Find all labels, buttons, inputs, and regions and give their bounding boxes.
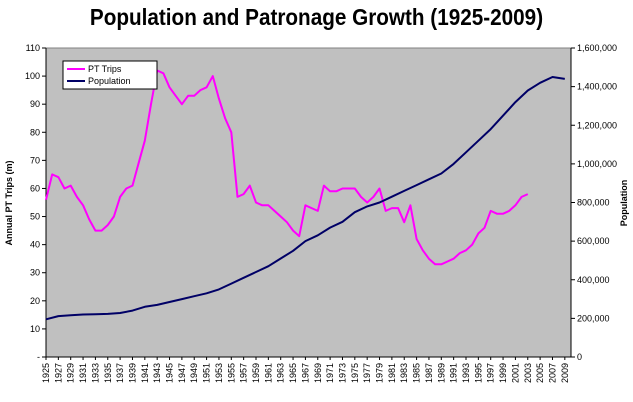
left-tick-label: 10 bbox=[30, 324, 40, 334]
chart-title: Population and Patronage Growth (1925-20… bbox=[89, 4, 544, 30]
x-tick-label: 1939 bbox=[127, 363, 137, 383]
x-tick-label: 1967 bbox=[300, 363, 310, 383]
right-axis-label: Population bbox=[619, 180, 629, 227]
left-axis-label: Annual PT Trips (m) bbox=[4, 160, 14, 245]
right-tick-label: 200,000 bbox=[577, 313, 610, 323]
left-tick-label: 40 bbox=[30, 240, 40, 250]
x-tick-label: 1933 bbox=[90, 363, 100, 383]
x-tick-label: 1935 bbox=[103, 363, 113, 383]
x-tick-label: 2009 bbox=[560, 363, 570, 383]
left-tick-label: - bbox=[37, 352, 40, 362]
left-tick-label: 110 bbox=[26, 43, 40, 53]
x-tick-label: 1973 bbox=[337, 363, 347, 383]
x-tick-label: 1997 bbox=[486, 363, 496, 383]
x-tick-label: 1995 bbox=[473, 363, 483, 383]
x-tick-label: 2007 bbox=[547, 363, 557, 383]
left-tick-label: 70 bbox=[30, 155, 40, 165]
x-tick-label: 1959 bbox=[251, 363, 261, 383]
x-tick-label: 1951 bbox=[202, 363, 212, 383]
x-tick-label: 1955 bbox=[226, 363, 236, 383]
legend: PT Trips Population bbox=[62, 60, 158, 90]
x-tick-label: 1983 bbox=[399, 363, 409, 383]
x-tick-label: 1989 bbox=[436, 363, 446, 383]
x-tick-label: 1985 bbox=[412, 363, 422, 383]
series-layer bbox=[45, 69, 565, 321]
x-tick-label: 1945 bbox=[165, 363, 175, 383]
x-tick-label: 1957 bbox=[239, 363, 249, 383]
left-tick-label: 30 bbox=[30, 268, 40, 278]
x-tick-label: 1991 bbox=[449, 363, 459, 383]
x-tick-label: 1969 bbox=[313, 363, 323, 383]
series-line-population bbox=[45, 76, 565, 321]
x-tick-label: 1963 bbox=[276, 363, 286, 383]
x-tick-label: 1949 bbox=[189, 363, 199, 383]
x-tick-label: 1977 bbox=[362, 363, 372, 383]
axes: - 10 20 30 40 50 60 70 80 90 100 110 0 200,000 400,000… bbox=[25, 43, 617, 383]
right-tick-label: 1,000,000 bbox=[577, 159, 617, 169]
x-tick-label: 1961 bbox=[263, 363, 273, 383]
x-tick-label: 2001 bbox=[510, 363, 520, 383]
x-tick-label: 2003 bbox=[523, 363, 533, 383]
x-tick-label: 1931 bbox=[78, 363, 88, 383]
x-tick-label: 1987 bbox=[424, 363, 434, 383]
x-tick-label: 1937 bbox=[115, 363, 125, 383]
x-tick-label: 1927 bbox=[53, 363, 63, 383]
x-tick-label: 1925 bbox=[41, 363, 51, 383]
left-tick-label: 80 bbox=[30, 127, 40, 137]
plot-area bbox=[45, 47, 572, 358]
x-tick-label: 1975 bbox=[350, 363, 360, 383]
x-tick-label: 1947 bbox=[177, 363, 187, 383]
series-line-pt-trips bbox=[45, 69, 529, 266]
x-tick-label: 1965 bbox=[288, 363, 298, 383]
right-tick-label: 800,000 bbox=[577, 198, 610, 208]
x-tick-label: 1971 bbox=[325, 363, 335, 383]
right-tick-label: 1,400,000 bbox=[577, 82, 617, 92]
legend-box bbox=[62, 60, 158, 90]
right-tick-label: 600,000 bbox=[577, 236, 610, 246]
x-tick-label: 1993 bbox=[461, 363, 471, 383]
x-tick-label: 1979 bbox=[375, 363, 385, 383]
x-tick-label: 2005 bbox=[535, 363, 545, 383]
left-tick-label: 90 bbox=[30, 99, 40, 109]
x-tick-label: 1943 bbox=[152, 363, 162, 383]
x-tick-label: 1953 bbox=[214, 363, 224, 383]
left-tick-label: 20 bbox=[30, 296, 40, 306]
x-tick-label: 1929 bbox=[66, 363, 76, 383]
legend-label-pt-trips: PT Trips bbox=[88, 64, 122, 74]
x-tick-label: 1999 bbox=[498, 363, 508, 383]
right-tick-label: 1,600,000 bbox=[577, 43, 617, 53]
x-tick-label: 1941 bbox=[140, 363, 150, 383]
right-tick-label: 0 bbox=[577, 352, 582, 362]
x-tick-label: 1981 bbox=[387, 363, 397, 383]
right-tick-label: 1,200,000 bbox=[577, 120, 617, 130]
legend-label-population: Population bbox=[88, 76, 131, 86]
left-tick-label: 100 bbox=[25, 71, 40, 81]
right-tick-label: 400,000 bbox=[577, 275, 610, 285]
left-tick-label: 60 bbox=[30, 183, 40, 193]
left-tick-label: 50 bbox=[30, 212, 40, 222]
